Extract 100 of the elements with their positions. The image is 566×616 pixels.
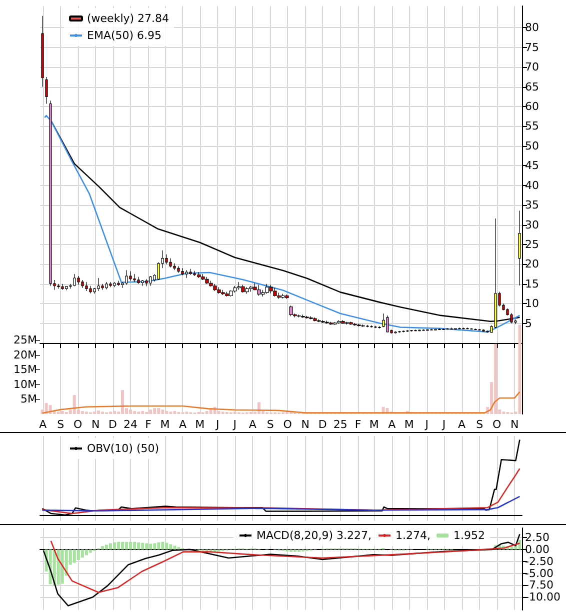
x-tick-label: N [91, 418, 100, 431]
candlestick [245, 286, 249, 294]
y-tick-label: -2.50 [525, 554, 554, 568]
x-tick-label: J [232, 418, 236, 431]
bar [290, 549, 293, 552]
candlestick [85, 282, 88, 292]
candlestick [281, 293, 285, 299]
legend-label: OBV(10) (50) [87, 442, 160, 455]
bar [157, 408, 160, 414]
candlestick [125, 270, 128, 285]
candlestick [177, 266, 180, 274]
bar [141, 542, 144, 550]
bar [161, 542, 164, 550]
bar [141, 411, 144, 414]
x-tick-label: J [424, 418, 428, 431]
candlestick [462, 327, 465, 330]
x-tick-label: F [145, 418, 152, 431]
x-tick-label: S [57, 418, 64, 431]
candlestick [201, 274, 205, 280]
y2-tick-label: 20M [14, 348, 37, 362]
candlestick [65, 286, 68, 291]
x-tick-label: M [195, 418, 205, 431]
bar [209, 410, 212, 414]
y2-tick-label: 25M [14, 334, 37, 347]
candlestick [257, 284, 261, 296]
legend-label: EMA(50) 6.95 [87, 29, 162, 42]
bar [165, 542, 168, 550]
bar [217, 411, 220, 414]
bar [494, 344, 498, 414]
bar [161, 410, 164, 414]
candlestick [61, 284, 64, 290]
x-tick-label: A [39, 418, 48, 431]
y-tick-label: 25 [525, 238, 539, 251]
candlestick [229, 290, 233, 297]
x-tick-label: N [510, 418, 519, 431]
bar [100, 546, 104, 550]
bar [205, 411, 208, 414]
bar [121, 390, 124, 414]
bar [121, 542, 124, 550]
candlestick [289, 305, 293, 317]
candlestick [129, 271, 132, 282]
y-tick-label: 0.00 [525, 542, 550, 556]
candlestick [181, 268, 184, 276]
candlestick [89, 286, 92, 294]
y2-tick-label: 15M [14, 363, 37, 376]
bar [104, 544, 108, 550]
x-tick-label: 24 [124, 418, 138, 431]
y-tick-label: 10 [525, 297, 539, 310]
y-tick-label: 15 [525, 277, 539, 290]
y-tick-label: 50 [525, 139, 539, 152]
y-tick-label: 2.50 [525, 531, 550, 544]
candlestick [426, 328, 429, 332]
x-tick-label: A [458, 418, 466, 431]
candlestick [233, 286, 237, 293]
y-tick-label: 75 [525, 40, 539, 54]
bar [80, 549, 84, 558]
x-tick-label: D [108, 418, 118, 431]
candlestick [133, 274, 136, 282]
candlestick [197, 272, 201, 278]
candlestick [217, 286, 221, 294]
x-tick-label: J [215, 418, 220, 431]
candlestick [249, 286, 253, 292]
candlestick [398, 330, 401, 334]
bar [125, 542, 128, 550]
bar [133, 542, 136, 550]
candlestick [149, 276, 152, 286]
bar [72, 549, 76, 563]
candlestick [221, 290, 225, 296]
candlestick [265, 284, 269, 294]
y-tick-label: 35 [525, 198, 539, 212]
y-tick-label: 70 [525, 60, 539, 74]
line-series [42, 391, 520, 414]
candlestick [205, 276, 209, 284]
x-tick-label: M [404, 418, 414, 431]
candlestick [97, 278, 100, 292]
bar [96, 410, 100, 414]
candlestick [386, 315, 389, 333]
bar [298, 549, 301, 552]
candlestick [402, 330, 405, 333]
candlestick [77, 276, 80, 285]
candlestick [185, 270, 188, 278]
bar [169, 544, 172, 550]
candlestick [73, 274, 76, 287]
candlestick [145, 278, 148, 287]
bar [510, 546, 514, 550]
candlestick [141, 280, 144, 286]
x-tick-label: D [318, 418, 327, 431]
x-tick-label: M [369, 418, 379, 431]
x-tick-label: S [476, 418, 484, 431]
candlestick [209, 280, 213, 287]
x-tick-label: A [388, 418, 396, 431]
candlestick [241, 284, 245, 293]
candlestick [337, 320, 341, 324]
bar [80, 411, 84, 414]
candlestick [189, 268, 192, 276]
x-tick-label: A [178, 418, 187, 431]
bar [129, 542, 132, 550]
candlestick [117, 280, 120, 286]
y-tick-label: 80 [525, 21, 539, 34]
y-tick-label: 55 [525, 120, 539, 133]
